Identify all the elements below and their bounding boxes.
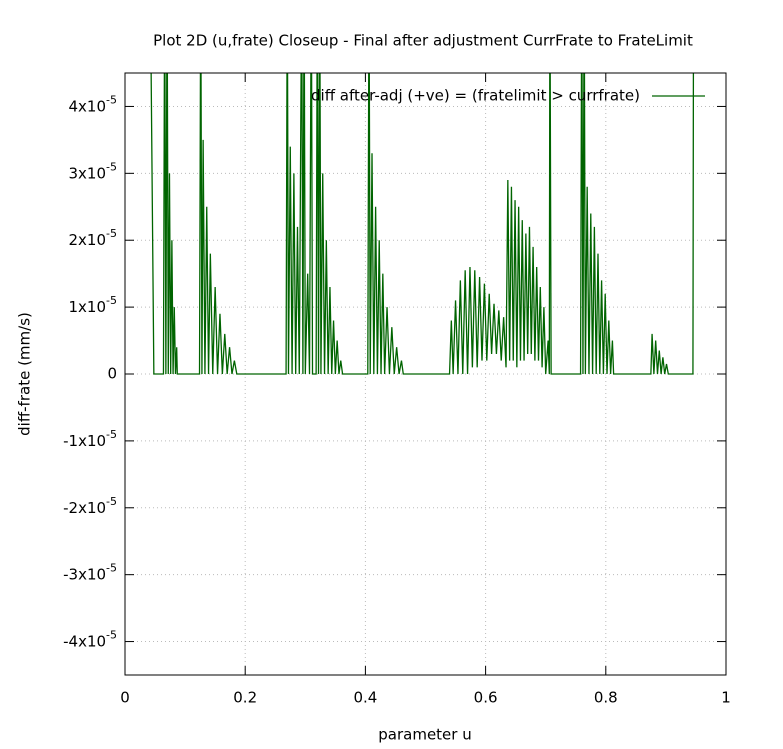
tick-base: 1x10 xyxy=(69,298,107,316)
x-axis-label: parameter u xyxy=(378,726,471,744)
tick-exponent: -5 xyxy=(106,227,117,240)
y-axis-label: diff-frate (mm/s) xyxy=(16,312,34,436)
x-tick-label: 1 xyxy=(721,689,731,707)
data-line xyxy=(150,73,695,375)
tick-exponent: -5 xyxy=(106,160,117,173)
tick-base: -4x10 xyxy=(63,632,106,650)
tick-exponent: -5 xyxy=(106,428,117,441)
plot-area xyxy=(150,73,695,375)
tick-base: 3x10 xyxy=(69,164,107,182)
y-tick-label: -1x10-5 xyxy=(63,428,117,450)
x-tick-label: 0.2 xyxy=(233,689,257,707)
y-tick-label: 1x10-5 xyxy=(69,294,117,316)
x-tick-label: 0.8 xyxy=(594,689,618,707)
tick-base: 4x10 xyxy=(69,97,107,115)
tick-base: 2x10 xyxy=(69,231,107,249)
x-tick-label: 0.6 xyxy=(474,689,498,707)
y-tick-label: 2x10-5 xyxy=(69,227,117,249)
y-tick-label: 4x10-5 xyxy=(69,93,117,115)
y-tick-label: -3x10-5 xyxy=(63,562,117,584)
x-tick-label: 0.4 xyxy=(353,689,377,707)
y-tick-label: -4x10-5 xyxy=(63,629,117,651)
tick-exponent: -5 xyxy=(106,294,117,307)
chart-title: Plot 2D (u,frate) Closeup - Final after … xyxy=(153,32,693,50)
y-tick-label: 3x10-5 xyxy=(69,160,117,182)
tick-base: -3x10 xyxy=(63,565,106,583)
y-tick-label: 0 xyxy=(107,365,117,383)
x-tick-label: 0 xyxy=(120,689,130,707)
tick-exponent: -5 xyxy=(106,495,117,508)
tick-exponent: -5 xyxy=(106,93,117,106)
tick-base: -1x10 xyxy=(63,431,106,449)
y-tick-label: -2x10-5 xyxy=(63,495,117,517)
tick-exponent: -5 xyxy=(106,629,117,642)
tick-base: -2x10 xyxy=(63,498,106,516)
legend-label: diff after-adj (+ve) = (fratelimit > cur… xyxy=(311,87,640,105)
tick-exponent: -5 xyxy=(106,562,117,575)
axes: -4x10-5-3x10-5-2x10-5-1x10-501x10-52x10-… xyxy=(63,73,731,707)
